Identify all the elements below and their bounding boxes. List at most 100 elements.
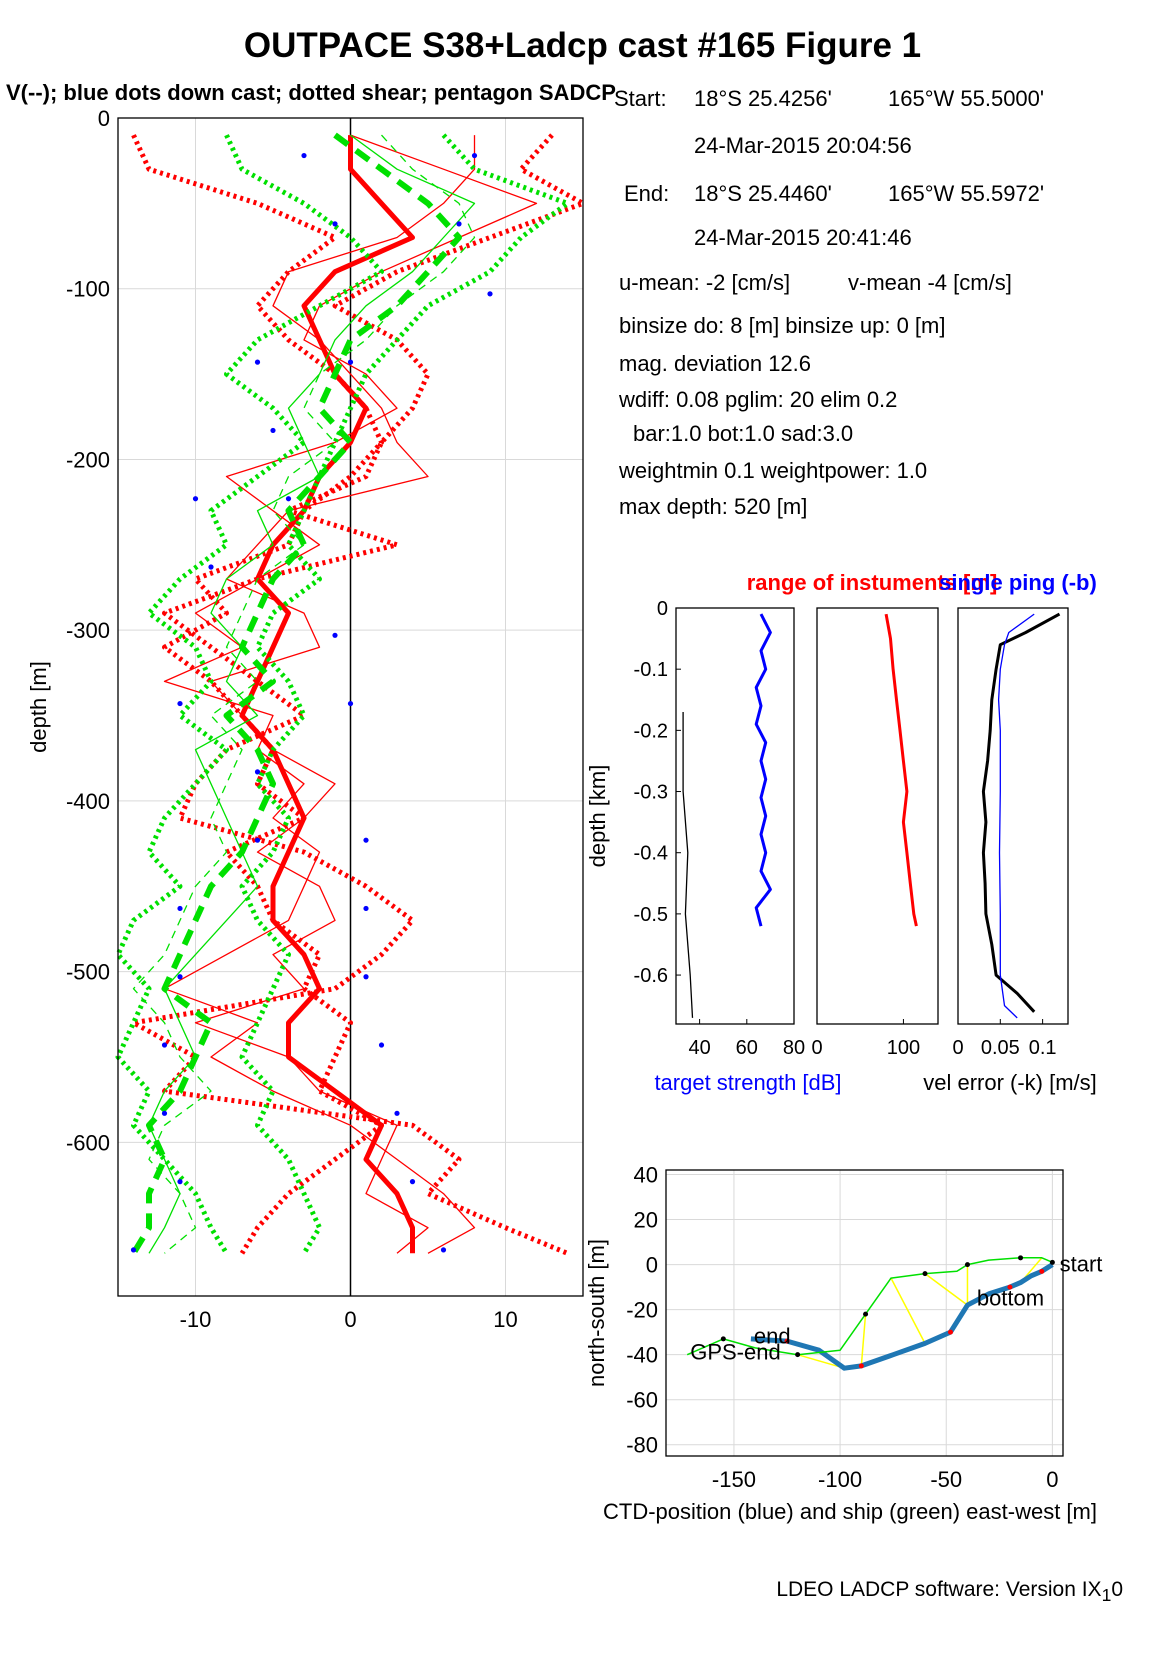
downcast-dot — [363, 974, 369, 980]
depth-km-ytick-label: -0.1 — [634, 659, 668, 681]
downcast-dot — [456, 221, 462, 227]
depth-km-ytick-label: 0 — [657, 598, 668, 620]
vel-error-series-1 — [997, 613, 1035, 1019]
downcast-dot — [177, 700, 183, 707]
velocity-xtick-label: 0 — [344, 1307, 356, 1332]
velocity-profile-6 — [132, 134, 476, 1254]
downcast-dot — [363, 837, 369, 843]
position-xlabel: CTD-position (blue) and ship (green) eas… — [603, 1499, 1097, 1524]
velocity-ytick-label: -400 — [66, 789, 110, 814]
end-latitude: 18°S 25.4460' — [694, 181, 832, 206]
velocity-profile-8 — [115, 134, 384, 1255]
ctd-marker — [947, 1329, 953, 1335]
downcast-dot — [208, 564, 214, 570]
downcast-dot — [177, 1179, 183, 1185]
target-strength-xtick-label: 60 — [736, 1037, 758, 1059]
end-time: 24-Mar-2015 20:41:46 — [694, 225, 912, 250]
downcast-dot — [285, 496, 292, 502]
binsize: binsize do: 8 [m] binsize up: 0 [m] — [619, 313, 946, 338]
downcast-dot — [254, 359, 261, 365]
range-of-instruments-xtick-label: 100 — [887, 1037, 920, 1059]
downcast-dot — [394, 1110, 400, 1116]
ship-marker — [795, 1352, 801, 1358]
ctd-marker — [784, 1338, 790, 1344]
position-xtick-label: 0 — [1046, 1467, 1058, 1492]
downcast-dot — [192, 496, 199, 502]
downcast-dot — [487, 291, 493, 297]
range-title: range of instuments [m] — [747, 570, 998, 595]
depth-km-ytick-label: -0.4 — [634, 843, 668, 865]
downcast-dot — [332, 632, 338, 638]
downcast-dot — [363, 905, 369, 912]
ship-marker — [863, 1311, 869, 1317]
position-xtick-label: -150 — [712, 1467, 756, 1492]
v-mean: v-mean -4 [cm/s] — [848, 270, 1012, 295]
velocity-profile-1 — [163, 134, 538, 1254]
downcast-dot — [254, 769, 261, 775]
target-strength-series-1 — [682, 712, 694, 1018]
velocity-profile-4 — [131, 134, 384, 1255]
ship-marker — [1049, 1259, 1055, 1265]
end-longitude: 165°W 55.5972' — [888, 181, 1045, 206]
position-xtick-label: -50 — [930, 1467, 962, 1492]
ship-marker — [1018, 1255, 1024, 1261]
range-of-instruments-frame — [816, 607, 939, 1025]
vel-error-xtick-label: 0.1 — [1029, 1037, 1057, 1059]
ctd-marker — [1007, 1284, 1013, 1290]
velocity-profile-5 — [130, 132, 462, 1255]
software-version-text: LDEO LADCP software: Version IX — [776, 1578, 1102, 1601]
software-version-sub: 1 — [1101, 1585, 1112, 1606]
velocity-xtick-label: -10 — [180, 1307, 212, 1332]
target-strength-plot-area — [676, 608, 794, 1024]
depth-km-ytick-label: -0.6 — [634, 965, 668, 987]
downcast-dot — [409, 1179, 416, 1185]
downcast-dot — [254, 837, 261, 843]
depth-km-ylabel: depth [km] — [585, 765, 610, 868]
velocity-profile-7 — [148, 134, 476, 1254]
ship-track — [686, 1257, 1053, 1356]
mag-deviation: mag. deviation 12.6 — [619, 351, 812, 376]
vel-error-xtick-label: 0.05 — [981, 1037, 1020, 1059]
downcast-dot — [130, 1247, 137, 1253]
position-ytick-label: -40 — [626, 1343, 658, 1368]
downcast-dot — [332, 221, 338, 227]
start-label: Start: — [614, 86, 667, 111]
range-of-instruments-series-0 — [884, 613, 918, 927]
position-annotation: bottom — [977, 1285, 1044, 1310]
downcast-dot — [471, 152, 478, 159]
velocity-ytick-label: -300 — [66, 618, 110, 643]
position-ylabel: north-south [m] — [584, 1239, 609, 1387]
single-ping-title: single ping (-b) — [939, 570, 1097, 595]
downcast-dot — [347, 359, 354, 365]
position-annotation: GPS-end — [690, 1339, 781, 1364]
depth-km-ytick-label: -0.3 — [634, 782, 668, 804]
start-longitude: 165°W 55.5000' — [888, 86, 1045, 111]
downcast-dot — [161, 1042, 168, 1048]
position-ytick-label: 20 — [634, 1208, 658, 1233]
ctd-marker — [1039, 1268, 1045, 1274]
downcast-dot — [270, 427, 276, 434]
position-annotation: start — [1060, 1252, 1103, 1277]
position-ytick-label: -60 — [626, 1388, 658, 1413]
ship-marker — [964, 1262, 970, 1268]
figure-subtitle: V(--); blue dots down cast; dotted shear… — [6, 80, 616, 105]
position-link-line — [890, 1277, 926, 1344]
start-time: 24-Mar-2015 20:04:56 — [694, 133, 912, 158]
ship-marker — [922, 1271, 928, 1277]
velocity-ylabel: depth [m] — [26, 661, 51, 753]
position-xtick-label: -100 — [818, 1467, 862, 1492]
vel-error-series-0 — [981, 612, 1061, 1013]
downcast-dot — [440, 1247, 447, 1253]
range-of-instruments-plot-area — [817, 608, 938, 1024]
position-link-line — [924, 1272, 968, 1306]
velocity-ytick-label: -500 — [66, 960, 110, 985]
velocity-profile-2 — [194, 135, 476, 1254]
end-label: End: — [624, 181, 670, 206]
start-latitude: 18°S 25.4256' — [694, 86, 832, 111]
u-mean: u-mean: -2 [cm/s] — [619, 270, 791, 295]
downcast-dot — [378, 1042, 385, 1048]
velocity-ytick-label: -100 — [66, 277, 110, 302]
position-ytick-label: -20 — [626, 1298, 658, 1323]
weights: bar:1.0 bot:1.0 sad:3.0 — [633, 421, 854, 446]
